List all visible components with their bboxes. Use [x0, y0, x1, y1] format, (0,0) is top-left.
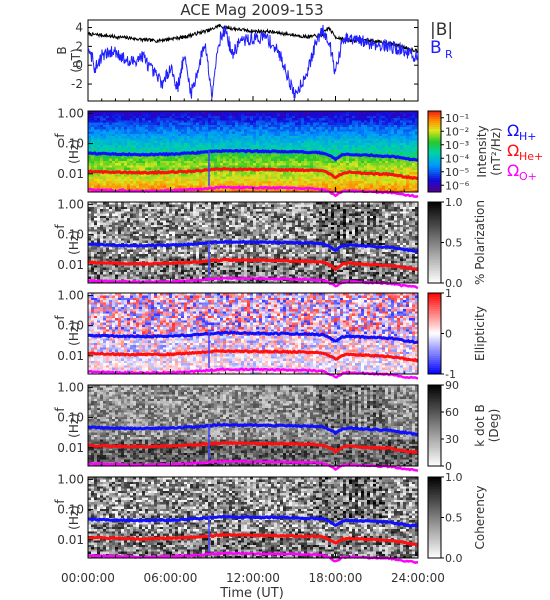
freq-axis-label: f: [53, 133, 67, 138]
colorbar-tick-label: 10⁻⁴: [445, 152, 470, 165]
field-panel: 420-2B (nT)|B|B R: [55, 20, 453, 101]
freq-tick-label: 1.00: [57, 106, 84, 120]
spectrogram-panel-intensity: 1.000.100.01f(Hz)10⁻¹10⁻²10⁻³10⁻⁴10⁻⁵10⁻…: [53, 106, 503, 196]
colorbar-label: Intensity: [475, 125, 489, 177]
field-y-tick-label: 4: [75, 21, 83, 35]
spectrogram-panel-polarization: 1.000.100.01f(Hz)1.00.50.0% Polarization: [53, 196, 487, 290]
field-y-tick-label: -2: [71, 77, 83, 91]
colorbar-tick-label: 10⁻⁶: [445, 179, 470, 192]
colorbar-tick-label: 10⁻³: [445, 139, 469, 152]
field-legend: |B|B R: [430, 20, 453, 61]
figure-title: ACE Mag 2009-153: [180, 1, 323, 19]
panels: 420-2B (nT)|B|B R1.000.100.01f(Hz)10⁻¹10⁻²…: [53, 20, 543, 585]
colorbar-intensity: 10⁻¹10⁻²10⁻³10⁻⁴10⁻⁵10⁻⁶ Intensity (nT²/Hz…: [428, 111, 503, 192]
legend-b-radial-subscript: R: [445, 48, 453, 61]
field-y-axis-label: B: [55, 46, 69, 54]
freq-axis-unit: (Hz): [67, 139, 81, 164]
colorbar-tick-label: 10⁻²: [445, 125, 469, 138]
colorbar-tick-label: 10⁻¹: [445, 112, 469, 125]
freq-tick-label: 0.01: [57, 167, 84, 181]
legend-b-radial: B: [430, 38, 442, 58]
colorbar-tick-label: 10⁻⁵: [445, 166, 469, 179]
legend-b-magnitude: |B|: [430, 20, 453, 40]
field-plot-frame: [88, 20, 418, 101]
field-y-axis-unit: (nT): [69, 48, 83, 72]
colorbar-unit: (nT²/Hz): [489, 127, 503, 175]
